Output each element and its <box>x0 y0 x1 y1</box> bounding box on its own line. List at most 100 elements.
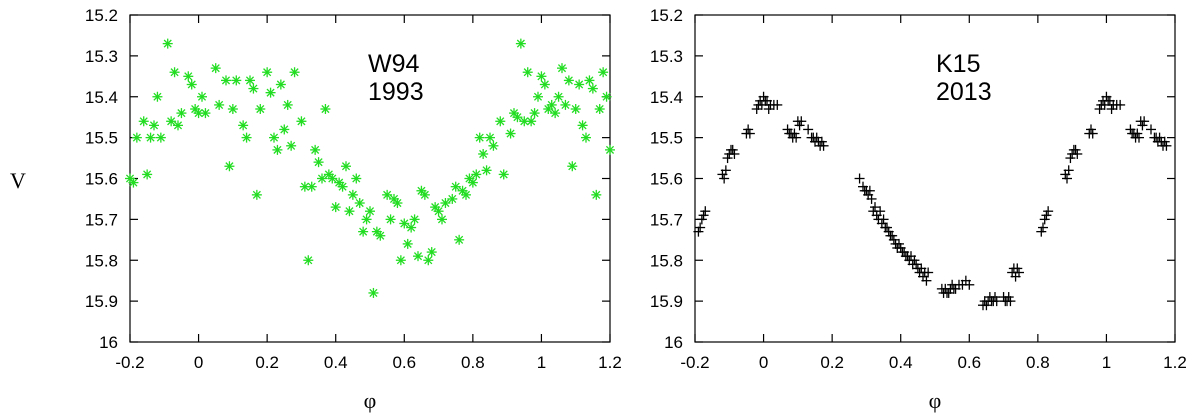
data-point <box>581 132 591 143</box>
data-point <box>200 108 211 119</box>
left-y-tick-label: 15.9 <box>85 292 118 311</box>
data-point <box>286 140 297 151</box>
data-point <box>272 144 283 155</box>
data-point <box>811 132 822 143</box>
data-point <box>399 218 410 229</box>
data-point <box>1041 210 1052 221</box>
data-point <box>255 104 266 115</box>
data-point <box>878 214 889 225</box>
data-point <box>169 67 180 78</box>
data-point <box>577 120 588 131</box>
data-point <box>693 226 704 237</box>
data-point <box>1043 206 1054 217</box>
data-point <box>433 206 444 217</box>
data-point <box>149 120 159 131</box>
data-point <box>911 259 922 270</box>
data-point <box>1039 214 1050 225</box>
data-point <box>368 287 379 298</box>
data-point <box>981 300 992 311</box>
data-point <box>594 104 605 115</box>
data-point <box>587 83 598 94</box>
data-point <box>923 267 934 278</box>
data-point <box>337 181 348 192</box>
left-y-tick-label: 15.8 <box>85 251 118 270</box>
data-point <box>251 189 262 200</box>
data-point <box>909 255 920 266</box>
data-point <box>1036 226 1047 237</box>
data-point <box>365 206 375 217</box>
data-point <box>464 173 475 184</box>
right-x-tick-label: 1 <box>1102 353 1111 372</box>
data-point <box>1139 116 1150 127</box>
data-point <box>1161 140 1172 151</box>
data-point <box>450 181 461 192</box>
data-point <box>546 99 557 110</box>
data-point <box>344 206 355 217</box>
data-point <box>1062 173 1072 184</box>
right-annotation-line-2: 2013 <box>936 78 992 106</box>
left-x-tick-label: 0.2 <box>255 353 279 372</box>
data-point <box>696 214 707 225</box>
data-point <box>887 230 898 241</box>
data-point <box>128 177 139 188</box>
data-point <box>166 116 177 127</box>
data-point <box>299 181 310 192</box>
data-point <box>409 214 420 225</box>
left-data-points <box>125 38 615 298</box>
data-point <box>744 128 755 139</box>
left-x-tick-label: 0.8 <box>461 353 485 372</box>
left-y-tick-label: 15.7 <box>85 210 118 229</box>
data-point <box>437 214 447 225</box>
data-point <box>1094 104 1105 115</box>
data-point <box>221 75 231 86</box>
data-point <box>698 210 709 221</box>
data-point <box>1072 148 1083 159</box>
left-y-tick-label: 15.5 <box>85 129 118 148</box>
data-point <box>313 157 324 168</box>
data-point <box>358 226 369 237</box>
data-point <box>131 132 142 143</box>
data-point <box>563 75 574 86</box>
data-point <box>317 173 327 184</box>
data-point <box>1159 136 1170 147</box>
data-point <box>296 116 307 127</box>
data-point <box>875 206 886 217</box>
data-point <box>964 279 975 290</box>
data-point <box>471 169 482 180</box>
data-point <box>186 79 197 90</box>
data-point <box>413 251 423 262</box>
data-point <box>894 238 904 249</box>
left-x-tick-label: -0.2 <box>115 353 144 372</box>
left-panel: -0.2 0 0.2 0.4 0.6 0.8 1 1.2 15.2 15.3 15.4 15.5 15.… <box>10 6 622 413</box>
data-point <box>330 202 341 213</box>
data-point <box>1115 99 1126 110</box>
right-y-tick-label: 16 <box>664 333 683 352</box>
left-y-axis-label: V <box>10 168 26 193</box>
left-x-tick-label: 1.2 <box>598 353 622 372</box>
right-x-tick-label: 0.4 <box>889 353 913 372</box>
data-point <box>772 99 783 110</box>
data-point <box>1005 296 1016 307</box>
data-point <box>553 91 564 102</box>
data-point <box>870 202 880 213</box>
data-point <box>1134 132 1144 143</box>
data-point <box>279 124 290 135</box>
data-point <box>921 275 932 286</box>
data-point <box>474 132 485 143</box>
left-x-tick-label: 0.6 <box>392 353 416 372</box>
data-point <box>1087 128 1098 139</box>
right-axis-ticks: -0.2 0 0.2 0.4 0.6 0.8 1 1.2 15.2 15.3 15.4 15.5 15.… <box>650 6 1187 372</box>
data-point <box>570 104 581 115</box>
right-annotation-line-1: K15 <box>936 50 980 78</box>
data-point <box>512 112 523 123</box>
data-point <box>392 198 403 209</box>
right-x-tick-label: 0.2 <box>820 353 844 372</box>
data-point <box>327 173 338 184</box>
data-point <box>1065 153 1076 164</box>
data-point <box>789 128 800 139</box>
data-point <box>395 255 406 266</box>
left-x-tick-label: 0 <box>194 353 203 372</box>
right-x-tick-label: 0.6 <box>957 353 981 372</box>
data-point <box>1038 222 1048 233</box>
data-point <box>720 165 731 176</box>
